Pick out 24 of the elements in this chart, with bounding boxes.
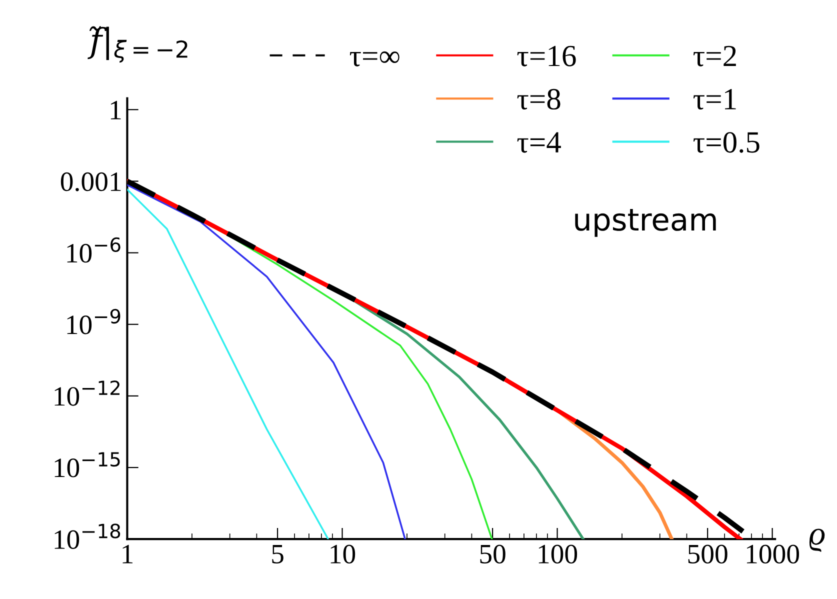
x-tick-label: 10 xyxy=(330,544,356,564)
legend-label: τ=4 xyxy=(517,132,561,153)
annotation: upstream xyxy=(575,209,716,237)
legend-label: τ=16 xyxy=(517,46,576,66)
x-tick-label: 1 xyxy=(122,544,132,564)
y-axis-title: f̃|$_{ξ=−2}$ xyxy=(88,26,188,63)
y-tick-label: 10$^{−12}$ xyxy=(54,380,120,406)
x-axis-title: ϱ xyxy=(809,528,825,552)
x-tick-label: 50 xyxy=(480,544,506,564)
x-tick-label: 5 xyxy=(272,545,284,564)
y-tick-label: 0.001 xyxy=(60,172,121,192)
y-tick-label: 10$^{−15}$ xyxy=(54,452,120,478)
x-tick-label: 100 xyxy=(538,544,578,564)
legend-label: τ=1 xyxy=(693,89,736,110)
legend-label: τ=8 xyxy=(517,88,560,110)
y-tick-label: 1 xyxy=(110,100,121,120)
legend-label: τ=0.5 xyxy=(693,132,760,153)
x-tick-label: 500 xyxy=(688,544,728,564)
x-tick-label: 1000 xyxy=(746,544,800,564)
y-tick-label: 10$^{−18}$ xyxy=(54,524,120,549)
legend-label: τ=2 xyxy=(693,46,736,66)
y-tick-label: 10$^{−9}$ xyxy=(67,308,120,334)
legend-label: τ=∞ xyxy=(350,51,400,66)
y-tick-label: 10$^{−6}$ xyxy=(67,237,120,263)
